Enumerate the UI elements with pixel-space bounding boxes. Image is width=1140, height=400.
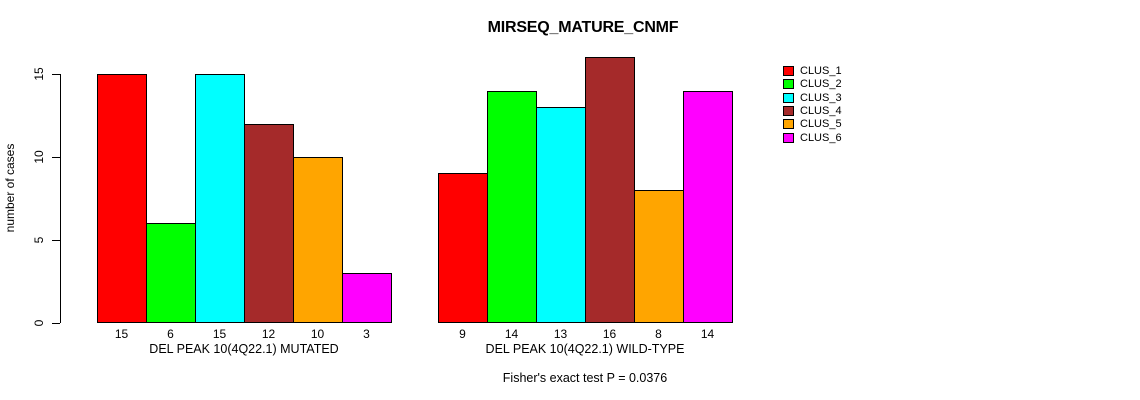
legend-swatch-clus_6 bbox=[783, 132, 794, 143]
bar-clus_6-group2 bbox=[683, 90, 733, 324]
bar-clus_5-group1 bbox=[293, 156, 343, 324]
annotation-fisher-test: Fisher's exact test P = 0.0376 bbox=[502, 371, 668, 385]
bar-clus_2-group2 bbox=[487, 90, 537, 324]
bar-value-label: 10 bbox=[310, 327, 325, 341]
legend-swatch-clus_1 bbox=[783, 66, 794, 76]
bar-value-label: 6 bbox=[167, 327, 174, 341]
legend-swatch-clus_5 bbox=[783, 119, 794, 130]
bar-clus_3-group2 bbox=[536, 107, 586, 324]
bar-value-label: 15 bbox=[212, 327, 227, 341]
y-axis-tick-label: 10 bbox=[32, 150, 46, 164]
bar-value-label: 8 bbox=[655, 327, 662, 341]
legend-label-clus_4: CLUS_4 bbox=[800, 104, 842, 117]
bar-clus_6-group1 bbox=[342, 272, 392, 324]
bar-value-label: 3 bbox=[363, 327, 370, 341]
x-axis-group-label: DEL PEAK 10(4Q22.1) MUTATED bbox=[149, 342, 339, 356]
bar-clus_4-group1 bbox=[244, 123, 294, 324]
y-axis-tick bbox=[52, 156, 60, 158]
legend-swatch-clus_4 bbox=[783, 105, 794, 116]
bar-value-label: 14 bbox=[504, 327, 519, 341]
chart-title: MIRSEQ_MATURE_CNMF bbox=[487, 19, 679, 36]
legend-swatch-clus_2 bbox=[783, 79, 794, 90]
y-axis-tick bbox=[52, 239, 60, 241]
bar-clus_4-group2 bbox=[585, 57, 635, 324]
legend-label-clus_2: CLUS_2 bbox=[800, 78, 842, 91]
bar-value-label: 16 bbox=[602, 327, 617, 341]
bar-value-label: 15 bbox=[114, 327, 129, 341]
bar-value-label: 12 bbox=[261, 327, 276, 341]
legend-label-clus_3: CLUS_3 bbox=[800, 91, 842, 104]
bar-clus_3-group1 bbox=[195, 73, 245, 324]
bar-value-label: 14 bbox=[700, 327, 715, 341]
y-axis-tick bbox=[52, 73, 60, 75]
legend-label-clus_5: CLUS_5 bbox=[800, 118, 842, 131]
bar-value-label: 9 bbox=[459, 327, 466, 341]
y-axis-tick-label: 15 bbox=[32, 67, 46, 81]
bar-clus_1-group2 bbox=[438, 173, 488, 324]
bar-clus_2-group1 bbox=[146, 223, 196, 324]
legend-swatch-clus_3 bbox=[783, 92, 794, 103]
bar-clus_5-group2 bbox=[634, 189, 684, 324]
legend-label-clus_1: CLUS_1 bbox=[800, 65, 842, 77]
y-axis-tick-label: 0 bbox=[32, 319, 46, 326]
y-axis-line bbox=[59, 73, 61, 324]
y-axis-tick-label: 5 bbox=[32, 236, 46, 243]
bar-value-label: 13 bbox=[553, 327, 568, 341]
legend-label-clus_6: CLUS_6 bbox=[800, 131, 842, 144]
y-axis-tick bbox=[52, 322, 60, 324]
x-axis-group-label: DEL PEAK 10(4Q22.1) WILD-TYPE bbox=[485, 342, 685, 356]
bar-clus_1-group1 bbox=[97, 73, 147, 324]
